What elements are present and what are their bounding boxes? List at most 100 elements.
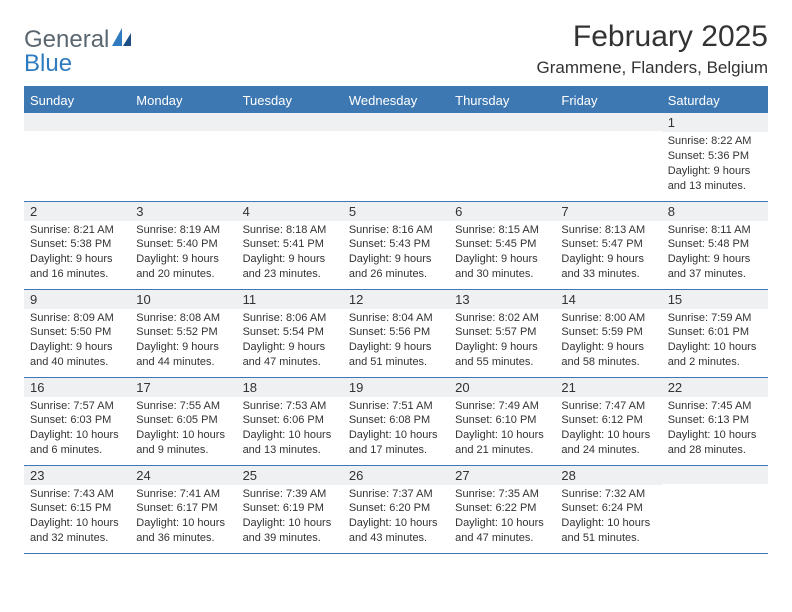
day-details: Sunrise: 7:41 AMSunset: 6:17 PMDaylight:… [130, 485, 236, 550]
calendar-cell: 9Sunrise: 8:09 AMSunset: 5:50 PMDaylight… [24, 289, 130, 377]
sunrise-text: Sunrise: 8:06 AM [243, 311, 337, 326]
daylight-text: Daylight: 10 hours and 24 minutes. [561, 428, 655, 458]
calendar-cell: 23Sunrise: 7:43 AMSunset: 6:15 PMDayligh… [24, 465, 130, 553]
day-details: Sunrise: 8:11 AMSunset: 5:48 PMDaylight:… [662, 221, 768, 286]
day-details [555, 131, 661, 137]
calendar-cell [449, 113, 555, 201]
brand-logo: General [24, 20, 133, 54]
day-details: Sunrise: 8:18 AMSunset: 5:41 PMDaylight:… [237, 221, 343, 286]
daylight-text: Daylight: 9 hours and 20 minutes. [136, 252, 230, 282]
day-details: Sunrise: 7:47 AMSunset: 6:12 PMDaylight:… [555, 397, 661, 462]
calendar-cell: 17Sunrise: 7:55 AMSunset: 6:05 PMDayligh… [130, 377, 236, 465]
sunrise-text: Sunrise: 7:35 AM [455, 487, 549, 502]
sunset-text: Sunset: 6:20 PM [349, 501, 443, 516]
sunrise-text: Sunrise: 8:09 AM [30, 311, 124, 326]
sunset-text: Sunset: 6:15 PM [30, 501, 124, 516]
day-number: 23 [24, 466, 130, 485]
logo-text-blue: Blue [24, 50, 72, 78]
sunset-text: Sunset: 5:40 PM [136, 237, 230, 252]
calendar-cell: 22Sunrise: 7:45 AMSunset: 6:13 PMDayligh… [662, 377, 768, 465]
header-row: General February 2025 Grammene, Flanders… [24, 20, 768, 78]
sunrise-text: Sunrise: 8:16 AM [349, 223, 443, 238]
calendar-cell: 20Sunrise: 7:49 AMSunset: 6:10 PMDayligh… [449, 377, 555, 465]
daylight-text: Daylight: 10 hours and 17 minutes. [349, 428, 443, 458]
day-number: 2 [24, 202, 130, 221]
calendar-cell: 16Sunrise: 7:57 AMSunset: 6:03 PMDayligh… [24, 377, 130, 465]
day-details [24, 131, 130, 137]
sunrise-text: Sunrise: 8:21 AM [30, 223, 124, 238]
day-number: 9 [24, 290, 130, 309]
sunset-text: Sunset: 6:06 PM [243, 413, 337, 428]
day-details: Sunrise: 7:39 AMSunset: 6:19 PMDaylight:… [237, 485, 343, 550]
calendar-week: 1Sunrise: 8:22 AMSunset: 5:36 PMDaylight… [24, 113, 768, 201]
calendar-cell [343, 113, 449, 201]
sunset-text: Sunset: 5:52 PM [136, 325, 230, 340]
month-title: February 2025 [537, 20, 768, 54]
daylight-text: Daylight: 9 hours and 47 minutes. [243, 340, 337, 370]
day-number: 10 [130, 290, 236, 309]
sunrise-text: Sunrise: 7:39 AM [243, 487, 337, 502]
calendar-cell: 13Sunrise: 8:02 AMSunset: 5:57 PMDayligh… [449, 289, 555, 377]
day-number [237, 113, 343, 131]
day-number: 14 [555, 290, 661, 309]
calendar-cell: 28Sunrise: 7:32 AMSunset: 6:24 PMDayligh… [555, 465, 661, 553]
daylight-text: Daylight: 10 hours and 28 minutes. [668, 428, 762, 458]
day-details [130, 131, 236, 137]
calendar-cell: 24Sunrise: 7:41 AMSunset: 6:17 PMDayligh… [130, 465, 236, 553]
sunrise-text: Sunrise: 8:22 AM [668, 134, 762, 149]
calendar-cell: 14Sunrise: 8:00 AMSunset: 5:59 PMDayligh… [555, 289, 661, 377]
sunset-text: Sunset: 6:13 PM [668, 413, 762, 428]
daylight-text: Daylight: 10 hours and 47 minutes. [455, 516, 549, 546]
calendar-cell: 27Sunrise: 7:35 AMSunset: 6:22 PMDayligh… [449, 465, 555, 553]
sunrise-text: Sunrise: 7:51 AM [349, 399, 443, 414]
day-details: Sunrise: 8:09 AMSunset: 5:50 PMDaylight:… [24, 309, 130, 374]
sunset-text: Sunset: 6:08 PM [349, 413, 443, 428]
day-number: 5 [343, 202, 449, 221]
sunset-text: Sunset: 6:17 PM [136, 501, 230, 516]
calendar-cell [130, 113, 236, 201]
day-number: 11 [237, 290, 343, 309]
daylight-text: Daylight: 9 hours and 51 minutes. [349, 340, 443, 370]
daylight-text: Daylight: 10 hours and 6 minutes. [30, 428, 124, 458]
sunrise-text: Sunrise: 7:41 AM [136, 487, 230, 502]
calendar-cell: 3Sunrise: 8:19 AMSunset: 5:40 PMDaylight… [130, 201, 236, 289]
sunrise-text: Sunrise: 8:15 AM [455, 223, 549, 238]
sunset-text: Sunset: 6:24 PM [561, 501, 655, 516]
sunset-text: Sunset: 5:36 PM [668, 149, 762, 164]
day-details: Sunrise: 7:51 AMSunset: 6:08 PMDaylight:… [343, 397, 449, 462]
sunset-text: Sunset: 5:45 PM [455, 237, 549, 252]
calendar-cell: 25Sunrise: 7:39 AMSunset: 6:19 PMDayligh… [237, 465, 343, 553]
sunrise-text: Sunrise: 7:43 AM [30, 487, 124, 502]
daylight-text: Daylight: 9 hours and 55 minutes. [455, 340, 549, 370]
calendar-cell [237, 113, 343, 201]
calendar-cell: 5Sunrise: 8:16 AMSunset: 5:43 PMDaylight… [343, 201, 449, 289]
day-header: Sunday [24, 88, 130, 113]
day-number [130, 113, 236, 131]
calendar-cell: 7Sunrise: 8:13 AMSunset: 5:47 PMDaylight… [555, 201, 661, 289]
sunset-text: Sunset: 6:05 PM [136, 413, 230, 428]
sunrise-text: Sunrise: 7:32 AM [561, 487, 655, 502]
day-details: Sunrise: 8:22 AMSunset: 5:36 PMDaylight:… [662, 132, 768, 197]
calendar-week: 9Sunrise: 8:09 AMSunset: 5:50 PMDaylight… [24, 289, 768, 377]
day-details [237, 131, 343, 137]
sunset-text: Sunset: 5:56 PM [349, 325, 443, 340]
day-details [449, 131, 555, 137]
day-number: 16 [24, 378, 130, 397]
day-details: Sunrise: 7:37 AMSunset: 6:20 PMDaylight:… [343, 485, 449, 550]
daylight-text: Daylight: 10 hours and 2 minutes. [668, 340, 762, 370]
day-details: Sunrise: 7:53 AMSunset: 6:06 PMDaylight:… [237, 397, 343, 462]
daylight-text: Daylight: 9 hours and 26 minutes. [349, 252, 443, 282]
day-header: Thursday [449, 88, 555, 113]
sunrise-text: Sunrise: 7:49 AM [455, 399, 549, 414]
title-block: February 2025 Grammene, Flanders, Belgiu… [537, 20, 768, 78]
daylight-text: Daylight: 9 hours and 23 minutes. [243, 252, 337, 282]
calendar-week: 2Sunrise: 8:21 AMSunset: 5:38 PMDaylight… [24, 201, 768, 289]
day-number: 13 [449, 290, 555, 309]
sunset-text: Sunset: 5:54 PM [243, 325, 337, 340]
day-number: 21 [555, 378, 661, 397]
sunset-text: Sunset: 6:10 PM [455, 413, 549, 428]
day-header: Wednesday [343, 88, 449, 113]
day-number: 25 [237, 466, 343, 485]
day-details: Sunrise: 8:06 AMSunset: 5:54 PMDaylight:… [237, 309, 343, 374]
day-number: 28 [555, 466, 661, 485]
